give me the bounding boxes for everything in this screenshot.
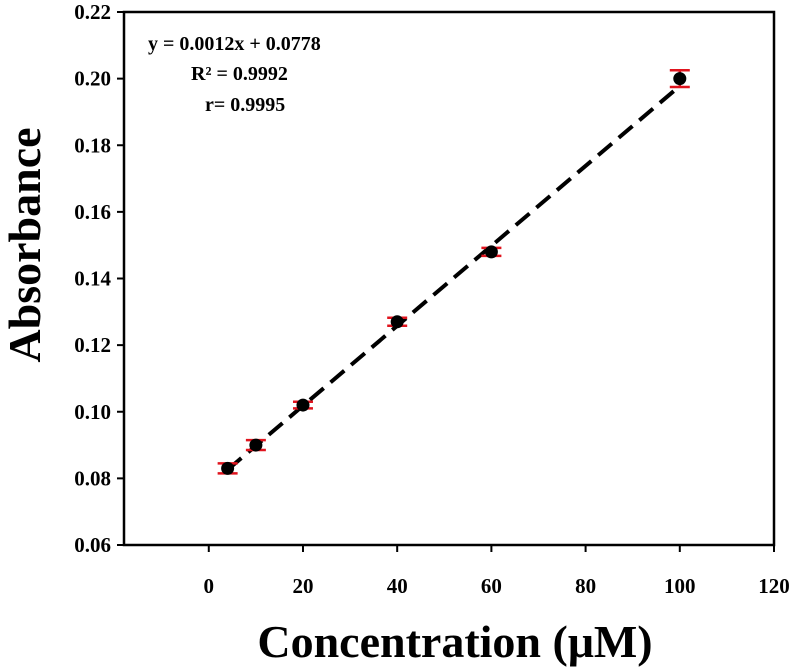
equation-label: y = 0.0012x + 0.0778	[148, 33, 321, 55]
data-point	[669, 69, 690, 89]
y-tick-label: 0.14	[74, 267, 111, 291]
y-tick-label: 0.10	[74, 400, 111, 424]
data-point	[217, 461, 238, 475]
data-marker	[296, 398, 310, 412]
data-marker	[221, 461, 235, 475]
y-tick-label: 0.06	[74, 533, 111, 557]
data-points	[217, 69, 690, 475]
y-axis-title: Absorbance	[0, 127, 50, 362]
data-point	[245, 438, 266, 452]
x-tick-label: 80	[575, 574, 596, 598]
x-tick-label: 40	[387, 574, 408, 598]
data-marker	[249, 438, 263, 452]
y-tick-label: 0.08	[74, 466, 111, 490]
y-tick-label: 0.12	[74, 333, 111, 357]
x-axis: 0 20 40 60 80 100 120	[204, 545, 790, 598]
x-tick-label: 100	[664, 574, 696, 598]
x-tick-label: 60	[481, 574, 502, 598]
data-marker	[484, 245, 498, 259]
r-squared-label: R² = 0.9992	[191, 63, 288, 85]
r-label: r= 0.9995	[205, 94, 285, 116]
y-tick-label: 0.18	[74, 133, 111, 157]
x-tick-label: 0	[204, 574, 215, 598]
x-tick-label: 120	[758, 574, 790, 598]
x-tick-label: 20	[292, 574, 313, 598]
data-marker	[390, 315, 404, 329]
y-tick-label: 0.22	[74, 0, 111, 24]
y-tick-label: 0.16	[74, 200, 111, 224]
x-axis-title: Concentration (μM)	[257, 616, 652, 667]
data-marker	[673, 72, 687, 86]
data-point	[481, 245, 502, 259]
data-point	[292, 398, 313, 412]
y-axis: 0.06 0.08 0.10 0.12 0.14 0.16 0.18 0.20 0.22	[74, 0, 124, 557]
data-point	[387, 315, 408, 329]
plot-frame	[122, 10, 776, 547]
y-tick-label: 0.20	[74, 67, 111, 91]
